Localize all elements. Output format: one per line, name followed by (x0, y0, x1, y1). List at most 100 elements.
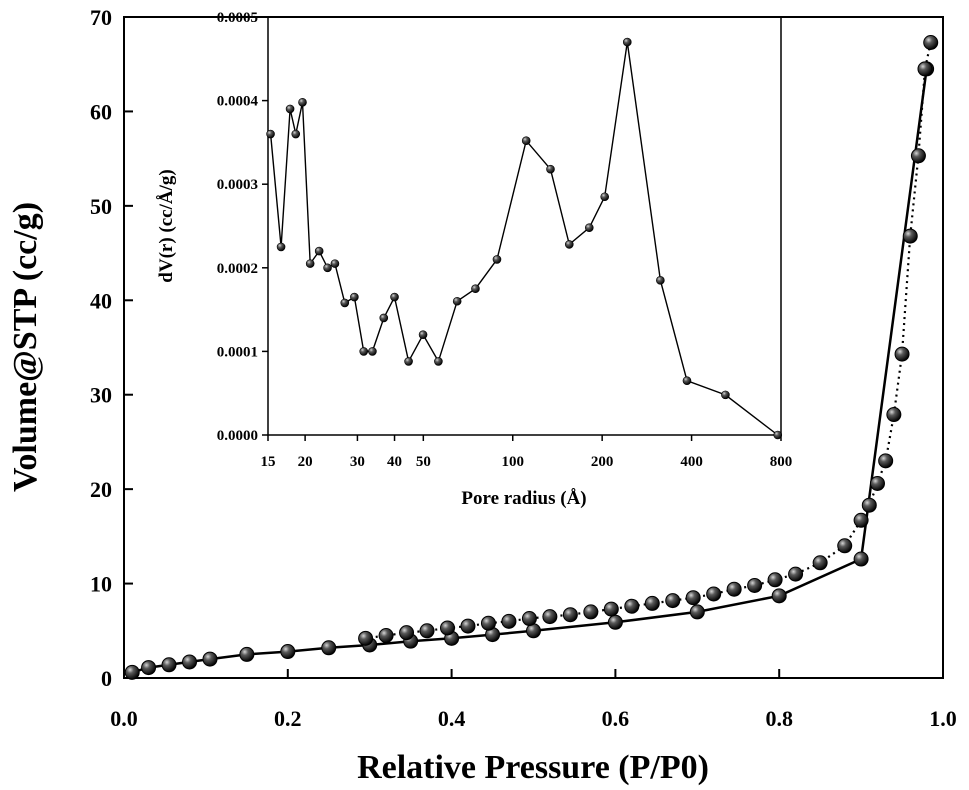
main-data-point (689, 604, 705, 620)
main-data-point (788, 566, 804, 582)
inset-x-tick-label: 200 (591, 454, 614, 470)
main-data-point (767, 572, 783, 588)
main-y-tick-label: 10 (90, 572, 112, 597)
main-data-point (726, 581, 742, 597)
inset-x-tick-label: 100 (501, 454, 524, 470)
inset-data-point (298, 97, 307, 107)
inset-data-point (452, 296, 462, 306)
inset-data-point (682, 376, 692, 385)
main-y-tick-label: 60 (90, 99, 112, 124)
inset-data-point (622, 37, 632, 47)
inset-chart: 15 20 30 40 50 100 200 400 800 0.0000 0.0001 0.0002… (156, 10, 792, 509)
main-x-tick-label: 0.4 (438, 706, 466, 731)
main-data-point (460, 618, 476, 634)
inset-x-tick-label: 15 (261, 454, 276, 470)
main-data-point (440, 620, 456, 636)
main-x-axis-label: Relative Pressure (P/P0) (357, 749, 709, 786)
main-y-axis-label: Volume@STP (cc/g) (7, 202, 44, 492)
main-data-point (124, 664, 140, 680)
inset-data-point (584, 223, 594, 232)
inset-data-point (418, 330, 428, 339)
main-data-point (706, 586, 722, 602)
inset-data-point (276, 242, 286, 252)
main-y-tick-label: 0 (101, 666, 112, 691)
main-data-point (378, 628, 394, 644)
main-data-point (161, 657, 177, 673)
main-data-point (902, 228, 918, 244)
inset-y-tick-label: 0.0000 (217, 428, 258, 444)
main-data-point (665, 593, 681, 609)
inset-y-tick-label: 0.0005 (217, 10, 258, 26)
main-x-tick-label: 1.0 (929, 706, 957, 731)
main-data-point (894, 346, 910, 362)
main-data-point (202, 651, 218, 667)
inset-data-point (359, 347, 369, 356)
inset-series (266, 37, 783, 440)
main-data-point (837, 538, 853, 554)
main-data-point (853, 512, 869, 528)
inset-data-point (404, 357, 413, 366)
main-data-point (607, 614, 623, 630)
main-x-tick-label: 0.6 (602, 706, 630, 731)
inset-x-tick-label: 40 (387, 454, 402, 470)
inset-data-point (285, 104, 295, 114)
inset-x-axis-label: Pore radius (Å) (461, 488, 586, 509)
main-data-point (141, 660, 157, 676)
main-data-point (321, 640, 337, 656)
main-data-point (542, 609, 558, 625)
main-data-point (624, 598, 640, 614)
main-data-point (182, 654, 198, 670)
inset-data-point (390, 292, 399, 302)
main-y-tick-label: 30 (90, 383, 112, 408)
main-data-point (910, 148, 926, 164)
main-y-tick-label: 40 (90, 288, 112, 313)
main-y-tick-label: 70 (90, 5, 112, 30)
inset-data-point (546, 164, 555, 174)
inset-data-point (330, 259, 340, 268)
inset-data-point (340, 298, 350, 308)
inset-axes: 15 20 30 40 50 100 200 400 800 0.0000 0.0001 0.0002… (217, 10, 793, 470)
main-y-tick-label: 50 (90, 194, 112, 219)
main-x-tick-label: 0.8 (765, 706, 793, 731)
inset-data-point (564, 240, 574, 249)
inset-x-tick-label: 20 (298, 454, 313, 470)
main-data-point (869, 475, 885, 491)
inset-data-point (291, 129, 301, 139)
main-data-point (358, 630, 374, 646)
main-data-point (501, 613, 517, 629)
main-data-point (399, 625, 415, 641)
main-x-tick-label: 0.0 (110, 706, 138, 731)
main-x-tick-label: 0.2 (274, 706, 302, 731)
main-data-point (603, 601, 619, 617)
main-data-point (771, 588, 787, 604)
main-data-point (480, 615, 496, 631)
main-series-line-2 (365, 42, 932, 640)
inset-y-tick-label: 0.0003 (217, 177, 258, 193)
main-data-point (419, 623, 435, 639)
main-data-point (853, 551, 869, 567)
inset-data-point (721, 390, 730, 400)
inset-x-tick-label: 30 (350, 454, 365, 470)
main-data-point (861, 497, 877, 513)
inset-data-point (323, 263, 332, 273)
main-chart: 0.0 0.2 0.4 0.6 0.8 1.0 0 10 20 30 40 50 60 70 Relati… (7, 5, 957, 786)
inset-data-point (773, 430, 783, 440)
inset-data-point (656, 276, 665, 285)
main-data-point (685, 590, 701, 606)
main-data-point (812, 555, 828, 571)
inset-data-point (368, 347, 377, 356)
inset-data-point (434, 357, 443, 366)
main-data-point (917, 61, 933, 77)
inset-plot-frame (267, 16, 782, 436)
inset-y-tick-label: 0.0001 (217, 344, 258, 360)
main-data-point (562, 607, 578, 623)
main-y-tick-label: 20 (90, 477, 112, 502)
main-data-point (521, 611, 537, 627)
inset-series-line-1 (269, 41, 779, 436)
inset-data-point (521, 136, 531, 146)
main-data-point (923, 34, 939, 50)
main-data-point (878, 453, 894, 469)
inset-x-tick-label: 50 (416, 454, 431, 470)
inset-y-tick-label: 0.0004 (217, 94, 259, 110)
